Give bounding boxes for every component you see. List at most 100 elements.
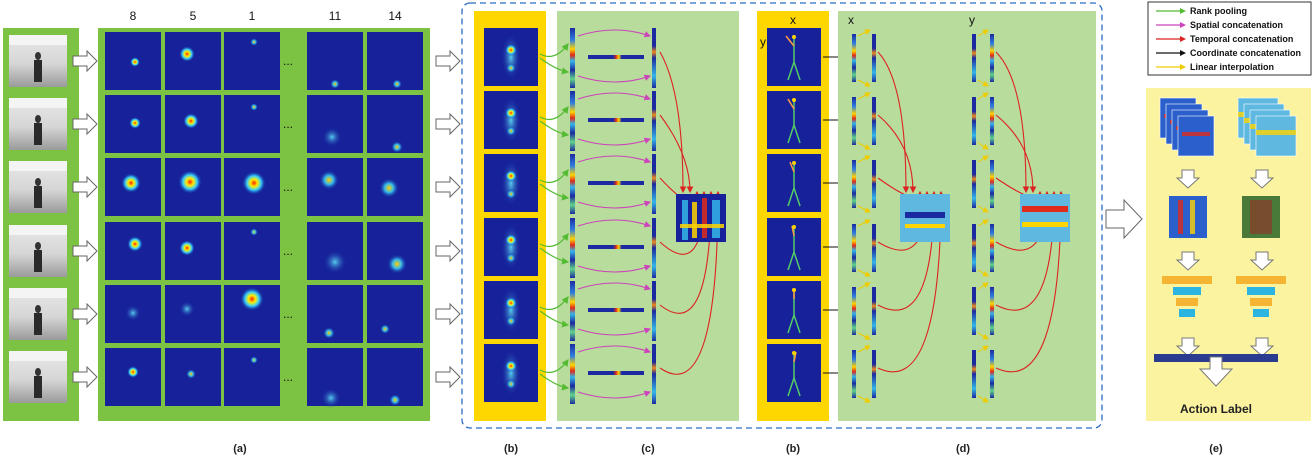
horizontal-vector bbox=[588, 55, 644, 59]
skeleton-leg bbox=[787, 314, 795, 334]
skeleton-head bbox=[792, 288, 796, 292]
interp-arrow bbox=[977, 332, 989, 340]
pose-body-glow bbox=[501, 286, 521, 334]
ellipsis: ... bbox=[283, 54, 293, 68]
coord-vector bbox=[852, 287, 856, 335]
ellipsis: ... bbox=[283, 370, 293, 384]
coordinate-diagram bbox=[852, 29, 1070, 403]
block-arrows-a bbox=[72, 49, 461, 389]
label-d: (d) bbox=[956, 443, 970, 455]
interp-arrow bbox=[857, 142, 871, 150]
frame-ceiling bbox=[9, 35, 67, 45]
coord-vector bbox=[990, 160, 994, 208]
pose-heatmaps-b1 bbox=[484, 28, 538, 402]
heatmap-blob bbox=[391, 141, 403, 153]
fc-layer bbox=[1162, 276, 1212, 284]
label-b2: (b) bbox=[786, 443, 800, 455]
rank-arrow bbox=[539, 57, 570, 75]
down-arrow bbox=[1175, 337, 1201, 357]
rank-vector bbox=[570, 218, 575, 278]
big-arrow-to-e bbox=[1105, 198, 1143, 240]
block-arrow bbox=[72, 175, 98, 199]
map-band bbox=[1250, 200, 1272, 234]
label-e: (e) bbox=[1209, 443, 1223, 455]
heatmap-blob bbox=[130, 57, 140, 67]
heatmap-blob bbox=[179, 301, 195, 317]
temporal-arrow bbox=[659, 51, 687, 194]
down-arrow bbox=[1249, 169, 1275, 189]
block-arrow bbox=[72, 302, 98, 326]
temporal-arrow bbox=[995, 114, 1037, 194]
rank-arrow bbox=[539, 247, 570, 265]
temporal-arrow bbox=[877, 114, 917, 194]
coord-vector bbox=[872, 34, 876, 82]
heatmap-blob bbox=[323, 327, 335, 339]
action-label: Action Label bbox=[1180, 402, 1252, 416]
block-arrow bbox=[435, 302, 461, 326]
network-diagram bbox=[1154, 97, 1297, 362]
concat-vector bbox=[652, 281, 656, 341]
horizontal-vector bbox=[588, 181, 644, 185]
pose-blob bbox=[505, 107, 517, 119]
interp-arrow bbox=[977, 92, 989, 100]
spatial-arrow bbox=[577, 219, 652, 228]
heatmap-index: 14 bbox=[388, 9, 402, 23]
skeleton-leg bbox=[793, 377, 801, 397]
block-arrow bbox=[72, 365, 98, 389]
spatial-arrow bbox=[577, 390, 652, 399]
rank-pooling-diagram bbox=[539, 28, 726, 404]
interp-arrow bbox=[977, 79, 989, 87]
interp-arrow bbox=[857, 395, 871, 403]
down-arrow bbox=[1175, 169, 1201, 189]
pose-blob bbox=[506, 63, 516, 73]
coord-vector bbox=[990, 350, 994, 398]
fc-layer bbox=[1250, 298, 1272, 306]
down-arrow bbox=[1249, 337, 1275, 357]
frame-ceiling bbox=[9, 351, 67, 361]
heatmap-tile bbox=[307, 285, 363, 343]
legend-label: Linear interpolation bbox=[1190, 62, 1274, 72]
block-arrow bbox=[435, 239, 461, 263]
skeleton-leg bbox=[787, 377, 795, 397]
axis-y-label-1: y bbox=[760, 35, 766, 49]
interp-arrow bbox=[857, 269, 871, 277]
heatmap-blob bbox=[127, 366, 139, 378]
heatmap-blob bbox=[322, 127, 342, 147]
pose-body-glow bbox=[501, 33, 521, 81]
pose-blob bbox=[505, 170, 517, 182]
fc-layer bbox=[1173, 287, 1201, 295]
rank-arrow bbox=[539, 183, 570, 201]
rank-arrow bbox=[539, 169, 569, 183]
coord-vector bbox=[852, 350, 856, 398]
frame-ceiling bbox=[9, 225, 67, 235]
heatmap-blob bbox=[250, 228, 258, 236]
spatial-arrow bbox=[577, 345, 652, 354]
pose-blob bbox=[506, 379, 516, 389]
person-head bbox=[35, 115, 41, 123]
y-matrix bbox=[1020, 194, 1070, 242]
heatmap-blob bbox=[129, 117, 141, 129]
heatmap-index: 8 bbox=[130, 9, 137, 23]
map-band bbox=[1256, 130, 1296, 135]
person-body bbox=[34, 376, 42, 398]
coord-vector bbox=[972, 160, 976, 208]
spatial-arrow bbox=[577, 282, 652, 291]
fc-layer bbox=[1236, 276, 1286, 284]
block-arrow bbox=[72, 239, 98, 263]
horizontal-vector bbox=[588, 245, 644, 249]
frame-ceiling bbox=[9, 98, 67, 108]
map-band bbox=[1190, 200, 1195, 234]
horizontal-vector bbox=[588, 118, 644, 122]
rank-vector bbox=[570, 281, 575, 341]
interp-arrow bbox=[857, 155, 871, 163]
skeleton-leg bbox=[787, 251, 795, 271]
fc-layer bbox=[1179, 309, 1195, 317]
matrix-band bbox=[1022, 206, 1068, 212]
interp-arrow bbox=[977, 269, 989, 277]
skeleton-leg bbox=[793, 314, 801, 334]
ellipsis: ... bbox=[283, 307, 293, 321]
fc-layer bbox=[1253, 309, 1269, 317]
rank-arrow bbox=[539, 120, 570, 138]
ellipsis: ... bbox=[283, 244, 293, 258]
